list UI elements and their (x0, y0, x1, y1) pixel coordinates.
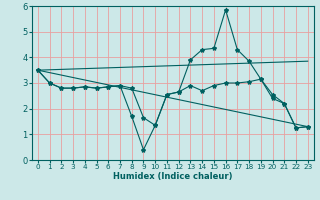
X-axis label: Humidex (Indice chaleur): Humidex (Indice chaleur) (113, 172, 233, 181)
